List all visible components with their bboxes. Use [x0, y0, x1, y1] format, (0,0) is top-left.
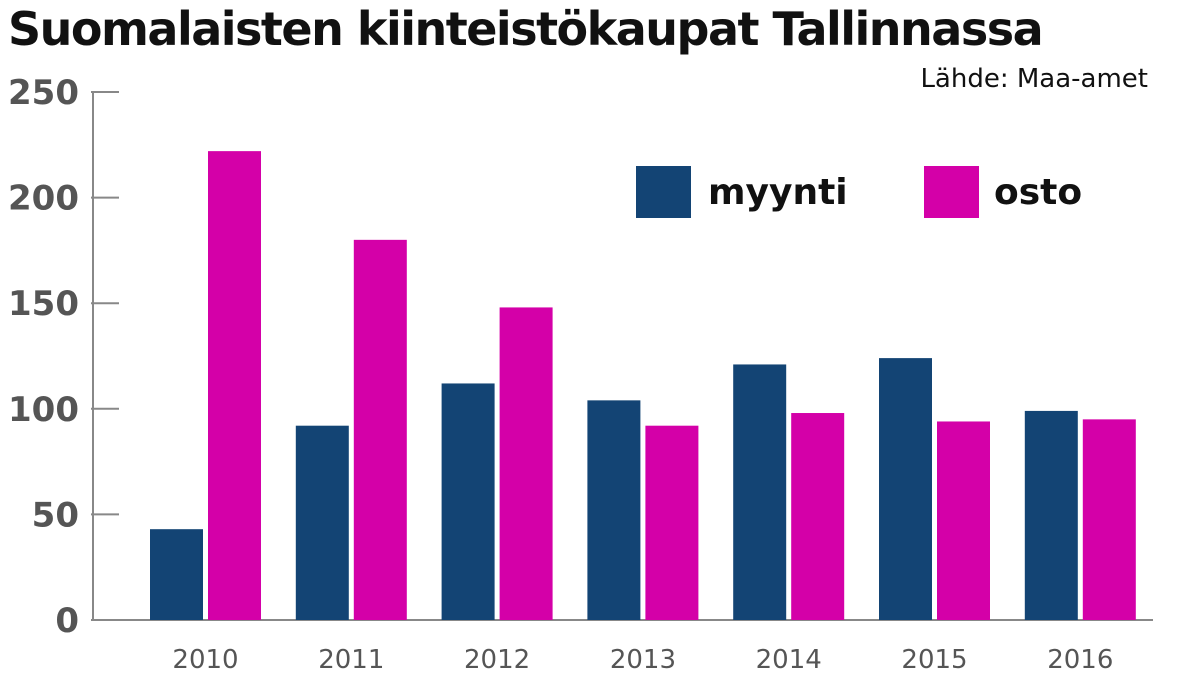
bar-osto-2010 — [208, 151, 261, 621]
x-tick-label: 2012 — [464, 645, 530, 674]
x-tick-label: 2013 — [610, 645, 676, 674]
y-tick-label: 100 — [8, 390, 79, 430]
legend: myynti osto — [636, 166, 1082, 218]
bar-osto-2014 — [791, 413, 845, 620]
bar-osto-2011 — [353, 239, 407, 620]
bar-myynti-2012 — [441, 383, 495, 620]
y-tick-label: 200 — [8, 179, 79, 219]
x-tick-label: 2014 — [756, 645, 822, 674]
bar-osto-2013 — [645, 425, 699, 620]
y-tick-label: 0 — [55, 601, 79, 641]
x-tick-label: 2016 — [1047, 645, 1113, 674]
bar-myynti-2015 — [879, 358, 932, 620]
bar-myynti-2016 — [1024, 410, 1078, 620]
legend-label-osto: osto — [994, 172, 1082, 213]
legend-swatch-osto — [924, 166, 979, 218]
chart-source: Lähde: Maa-amet — [920, 64, 1148, 94]
x-tick-label: 2015 — [901, 645, 967, 674]
bar-myynti-2013 — [587, 400, 641, 620]
x-tick-label: 2011 — [318, 645, 384, 674]
bar-osto-2015 — [937, 421, 990, 620]
bar-myynti-2011 — [295, 425, 349, 620]
legend-label-myynti: myynti — [708, 172, 848, 213]
x-tick-label: 2010 — [172, 645, 238, 674]
bars — [150, 151, 1136, 621]
bar-osto-2016 — [1082, 419, 1136, 620]
y-tick-label: 150 — [8, 284, 79, 324]
chart-title: Suomalaisten kiinteistökaupat Tallinnass… — [8, 2, 1044, 56]
y-tick-label: 250 — [8, 73, 79, 113]
y-tick-label: 50 — [32, 495, 79, 535]
bar-myynti-2014 — [733, 364, 787, 620]
legend-swatch-myynti — [636, 166, 691, 218]
bar-osto-2012 — [499, 307, 553, 620]
bar-myynti-2010 — [150, 529, 203, 620]
